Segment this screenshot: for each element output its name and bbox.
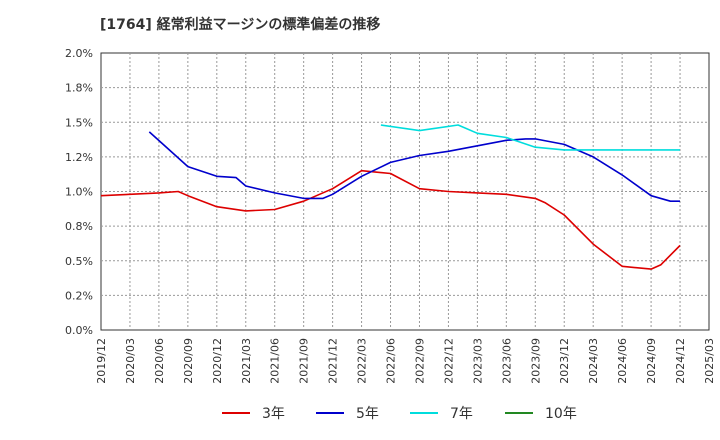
y-tick-label: 1.0% <box>65 186 93 199</box>
x-tick-label: 2025/03 <box>703 338 716 384</box>
legend-label: 7年 <box>450 406 473 422</box>
legend-label: 10年 <box>545 406 577 422</box>
x-tick-label: 2024/03 <box>587 338 600 384</box>
x-tick-label: 2022/03 <box>356 338 369 384</box>
x-tick-label: 2022/09 <box>413 338 426 384</box>
x-tick-label: 2021/09 <box>298 338 311 384</box>
y-tick-label: 2.0% <box>65 47 93 60</box>
chart-title: [1764] 経常利益マージンの標準偏差の推移 <box>100 17 381 33</box>
grid-layer <box>101 53 709 330</box>
x-tick-label: 2020/12 <box>211 338 224 384</box>
x-tick-label: 2023/09 <box>529 338 542 384</box>
y-tick-label: 0.5% <box>65 255 93 268</box>
x-tick-label: 2024/06 <box>616 338 629 384</box>
x-tick-label: 2021/06 <box>269 338 282 384</box>
series-line <box>380 124 680 151</box>
y-tick-label: 1.2% <box>65 151 93 164</box>
x-tick-label: 2020/09 <box>182 338 195 384</box>
y-tick-label: 1.8% <box>65 82 93 95</box>
legend-label: 5年 <box>356 406 379 422</box>
x-tick-label: 2020/03 <box>124 338 137 384</box>
y-tick-label: 0.2% <box>65 289 93 302</box>
x-tick-label: 2022/06 <box>385 338 398 384</box>
x-tick-label: 2024/09 <box>645 338 658 384</box>
y-tick-label: 1.5% <box>65 116 93 129</box>
x-tick-label: 2019/12 <box>95 338 108 384</box>
series-line <box>100 169 681 270</box>
x-axis-labels: 2019/12 2020/03 2020/06 2020/09 2020/12 2021/… <box>95 338 716 384</box>
x-tick-label: 2021/12 <box>327 338 340 384</box>
legend: 3年 5年 7年 10年 <box>222 406 577 422</box>
x-tick-label: 2022/12 <box>442 338 455 384</box>
x-tick-label: 2024/12 <box>674 338 687 384</box>
series-layer <box>100 124 681 270</box>
legend-label: 3年 <box>262 406 285 422</box>
series-line <box>148 131 680 202</box>
x-tick-label: 2023/12 <box>558 338 571 384</box>
x-tick-label: 2020/06 <box>153 338 166 384</box>
x-tick-label: 2023/06 <box>500 338 513 384</box>
y-tick-label: 0.0% <box>65 324 93 337</box>
x-tick-label: 2021/03 <box>240 338 253 384</box>
x-tick-label: 2023/03 <box>471 338 484 384</box>
y-axis-labels: 0.0% 0.2% 0.5% 0.8% 1.0% 1.2% 1.5% 1.8% 2.0% <box>65 47 93 337</box>
y-tick-label: 0.8% <box>65 220 93 233</box>
